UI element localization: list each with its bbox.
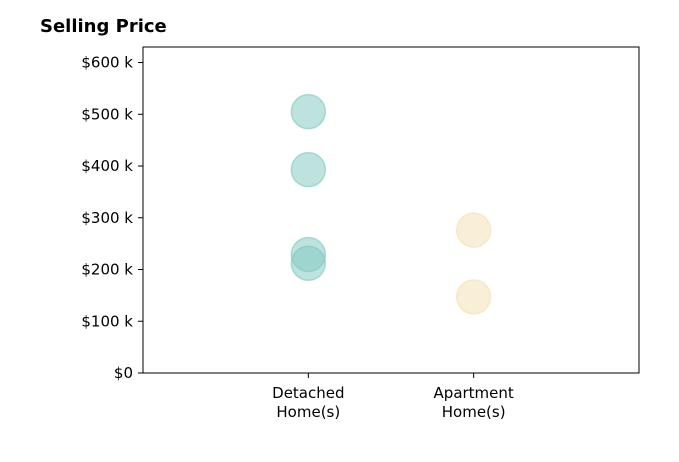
x-axis: Detached Home(s) Apartment Home(s) [272, 373, 514, 421]
x-tick-label: Detached Home(s) [272, 384, 344, 421]
data-point [455, 212, 492, 248]
y-axis: $0 $100 k $200 k $300 k $400 k $500 k $600 k [81, 54, 143, 382]
y-tick-label: $100 k [81, 312, 133, 330]
y-tick-label: $600 k [81, 54, 133, 72]
x-tick-label: Apartment Home(s) [434, 384, 514, 421]
data-point [455, 279, 492, 315]
y-tick-label: $0 [114, 364, 133, 382]
data-point [290, 93, 327, 130]
data-point [290, 245, 327, 282]
y-tick-label: $500 k [81, 105, 133, 123]
y-tick-label: $400 k [81, 157, 133, 175]
y-tick-label: $200 k [81, 261, 133, 279]
data-point [290, 151, 327, 188]
plot-frame [142, 46, 640, 374]
y-tick-label: $300 k [81, 209, 133, 227]
chart-title: Selling Price [40, 16, 167, 37]
data-points [290, 93, 492, 315]
